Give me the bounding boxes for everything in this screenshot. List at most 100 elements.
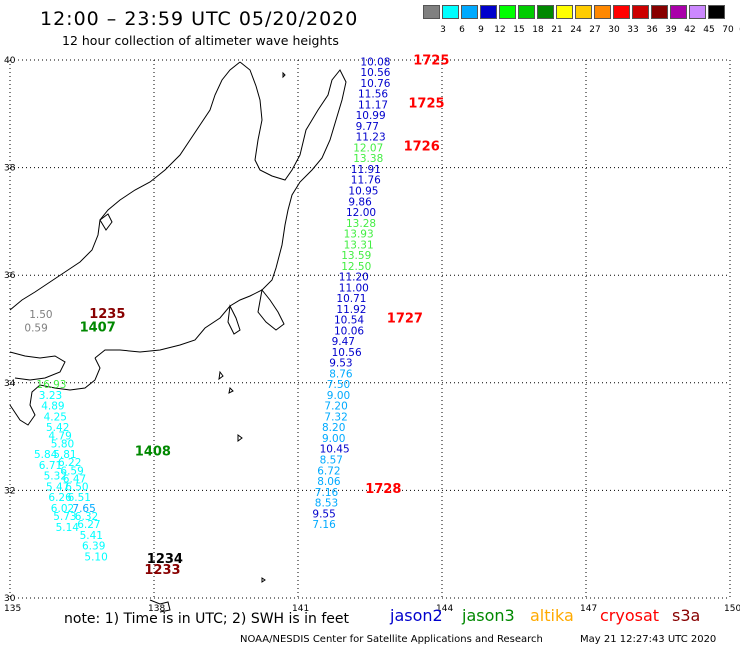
swh-value: 9.77 [356,121,379,133]
lat-tick-label: 32 [4,486,15,496]
swh-value: 11.56 [358,89,388,101]
swh-value: 11.92 [336,304,366,316]
satellite-cryosat: cryosat [600,606,660,625]
swh-value: 10.56 [360,67,390,79]
pass-time-label: 1233 [144,563,180,578]
swh-value: 12.07 [353,142,383,154]
color-label-15: 15 [513,25,525,35]
color-swatch-18 [518,5,535,19]
swh-value: 9.00 [322,433,345,445]
pass-time-label: 1725 [408,96,444,111]
swh-value: 10.95 [348,186,378,198]
map-note: note: 1) Time is in UTC; 2) SWH is in fe… [64,611,350,627]
color-swatch-42 [670,5,687,19]
swh-value: 10.71 [336,293,366,305]
swh-value: 6.39 [82,541,105,553]
lon-tick-label: 150 [724,604,740,614]
pass-time-label: 1728 [365,482,401,497]
color-label-18: 18 [532,25,544,35]
swh-value: 7.16 [315,487,339,499]
swh-value: 5.42 [46,422,69,434]
swh-value: 13.59 [341,250,371,262]
swh-value: 10.06 [334,325,364,337]
pass-time-label: 1408 [135,444,171,459]
color-label-45: 45 [703,25,715,35]
pass-time-label: 1725 [413,53,449,68]
lat-tick-label: 34 [4,379,16,389]
swh-value: 5.10 [84,551,107,563]
swh-value: 5.14 [56,522,80,534]
swh-value: 13.93 [344,229,374,241]
satellite-jason3: jason3 [462,606,515,625]
generated-timestamp: May 21 12:27:43 UTC 2020 [580,634,717,645]
miyake-island [228,386,234,394]
color-label-21: 21 [551,25,563,35]
swh-value: 10.08 [360,56,390,68]
color-swatch-33 [613,5,630,19]
color-label-33: 33 [627,25,639,35]
swh-value: 10.45 [320,444,350,456]
swh-value: 9.55 [312,508,335,520]
map-subtitle: 12 hour collection of altimeter wave hei… [62,33,339,48]
color-label-36: 36 [646,25,658,35]
swh-value: 12.50 [341,261,371,273]
japan-coastline [9,61,347,613]
pass-time-label: 1234 [147,552,183,567]
honshu-coast [94,61,347,359]
swh-value: 5.32 [44,471,67,483]
swh-value: 11.20 [339,272,369,284]
swh-value: 7.50 [327,379,350,391]
pass-time-label: 1727 [387,312,423,327]
color-label-42: 42 [684,25,696,35]
color-swatch-36 [632,5,649,19]
swh-value: 8.76 [329,368,353,380]
kii-coast [9,357,101,426]
color-label-39: 39 [665,25,677,35]
swh-value: 10.56 [332,347,362,359]
pass-time-label: 1726 [404,139,440,154]
satellite-s3a: s3a [672,606,701,625]
swh-value: 3.23 [39,390,62,402]
swh-value: 10.76 [360,78,390,90]
swh-value: 10.54 [334,315,364,327]
swh-value: 8.20 [322,422,345,434]
swh-value: 5.80 [51,438,74,450]
swh-value: 9.86 [348,196,372,208]
noto-peninsula [99,213,113,231]
color-label-6: 6 [459,25,465,35]
swh-value: 4.25 [44,411,67,423]
swh-value: 9.47 [332,336,355,348]
lat-tick-label: 30 [4,594,16,604]
color-label-12: 12 [494,25,506,35]
color-label-24: 24 [570,25,582,35]
map-title: 12:00 – 23:59 UTC 05/20/2020 [40,8,359,30]
color-swatch-9 [461,5,478,19]
swh-value: 4.79 [48,430,71,442]
swh-value: 11.17 [358,99,388,111]
swh-value: 6.32 [75,511,98,523]
swh-value: 6.50 [65,481,88,493]
swh-value: 6.27 [77,519,100,531]
swh-value: 7.32 [324,411,347,423]
swh-value: 5.41 [80,530,103,542]
swh-value: 7.20 [324,401,347,413]
swh-value: 6.71 [39,460,62,472]
boso-peninsula [257,288,285,331]
color-label-3: 3 [440,25,446,35]
swh-value: 12.00 [346,207,376,219]
shikoku-coast [9,351,66,381]
swh-value: 6.72 [317,465,340,477]
lon-tick-label: 141 [292,604,309,614]
swh-value: 6.26 [48,492,72,504]
swh-value: 5.73 [53,511,76,523]
swh-value: 6.59 [60,465,83,477]
lon-tick-label: 135 [4,604,21,614]
color-swatch-27 [575,5,592,19]
satellite-jason2: jason2 [390,606,443,625]
swh-value: 8.57 [320,455,343,467]
small-island-1 [282,71,286,79]
color-swatch-3 [423,5,440,19]
swh-value: 16.93 [36,379,66,391]
color-label-9: 9 [478,25,484,35]
